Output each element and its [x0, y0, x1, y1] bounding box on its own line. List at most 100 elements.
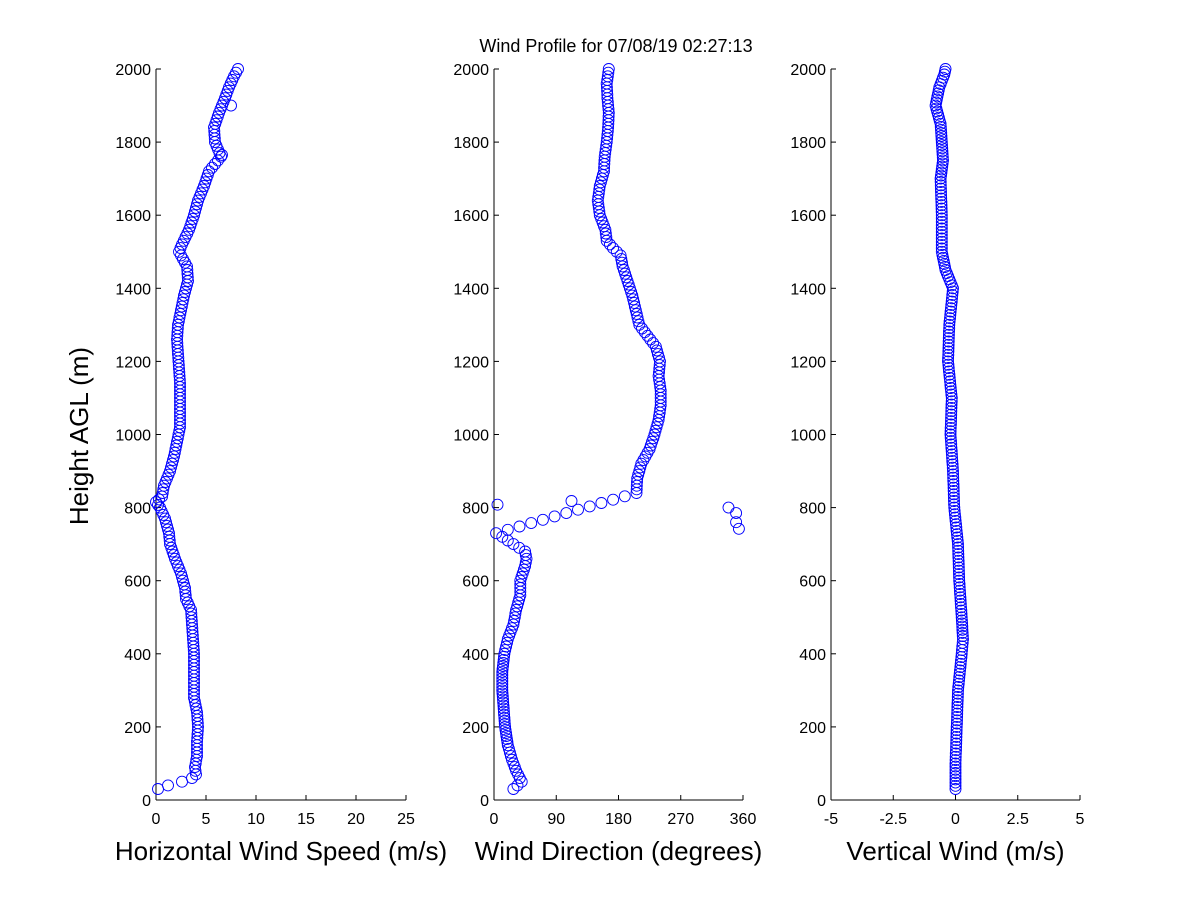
y-tick-label: 1600	[790, 208, 826, 225]
data-point	[948, 495, 960, 507]
x-tick-label: -2.5	[879, 811, 907, 828]
data-point	[181, 267, 194, 280]
y-tick-label: 200	[462, 720, 489, 737]
data-point	[935, 215, 948, 228]
data-point	[649, 424, 662, 437]
data-point	[942, 362, 955, 374]
data-point	[946, 292, 958, 305]
data-point	[153, 493, 165, 506]
data-point	[950, 717, 963, 730]
y-tick-label: 2000	[115, 62, 151, 79]
data-point	[618, 490, 631, 503]
data-point	[949, 511, 962, 524]
data-point	[179, 286, 191, 298]
y-tick-label: 800	[124, 501, 151, 518]
data-point	[947, 485, 960, 497]
y-tick-label: 1400	[790, 281, 826, 298]
data-point	[952, 558, 965, 571]
data-point	[525, 517, 538, 530]
data-point	[951, 691, 964, 703]
data-point	[949, 779, 962, 792]
chart-title: Wind Profile for 07/08/19 02:27:13	[479, 36, 752, 56]
data-point	[732, 522, 745, 535]
data-point	[944, 382, 957, 394]
data-point	[164, 465, 176, 478]
data-point	[498, 711, 511, 724]
data-point	[186, 772, 198, 785]
data-point	[947, 491, 960, 504]
data-point	[934, 179, 947, 192]
data-point	[632, 315, 645, 328]
data-point	[953, 571, 966, 584]
data-point	[162, 523, 174, 536]
data-point	[935, 245, 948, 258]
data-point	[950, 524, 963, 537]
x-tick-label: 5	[1076, 811, 1085, 828]
data-point	[615, 253, 628, 266]
data-point	[948, 498, 961, 511]
x-tick-label: 0	[951, 811, 960, 828]
data-point	[945, 298, 958, 311]
data-point	[513, 593, 526, 605]
y-tick-label: 0	[817, 793, 826, 810]
data-point	[953, 581, 966, 594]
data-point	[942, 332, 955, 345]
y-tick-label: 400	[462, 647, 489, 664]
data-point	[937, 154, 949, 167]
data-point	[500, 640, 513, 653]
data-point	[944, 421, 957, 434]
data-point	[190, 201, 202, 214]
data-point	[944, 375, 957, 388]
data-point	[595, 497, 608, 509]
data-point	[232, 63, 244, 75]
y-tick-label: 1800	[453, 135, 489, 152]
data-point	[935, 232, 948, 245]
data-point	[935, 123, 947, 136]
data-point	[496, 687, 509, 700]
y-tick-label: 800	[462, 501, 489, 518]
data-point	[944, 312, 956, 325]
data-point	[944, 425, 957, 438]
data-point	[497, 653, 510, 666]
y-tick-label: 1000	[115, 428, 151, 445]
data-point	[934, 176, 947, 188]
data-point	[952, 684, 964, 697]
data-point	[951, 704, 964, 717]
data-point	[950, 518, 962, 531]
data-point	[954, 594, 967, 607]
data-point	[497, 693, 509, 706]
data-point	[508, 611, 521, 624]
y-tick-label: 1200	[115, 354, 151, 371]
data-point	[951, 710, 964, 723]
data-point	[593, 183, 606, 196]
data-point	[497, 696, 510, 709]
data-point	[953, 671, 966, 684]
data-point	[948, 501, 961, 514]
data-point	[949, 783, 962, 795]
data-point	[504, 750, 517, 763]
data-point	[946, 285, 959, 298]
data-point	[944, 428, 957, 441]
data-point	[188, 209, 200, 222]
data-point	[946, 461, 959, 474]
data-point	[954, 588, 967, 600]
data-point	[498, 708, 511, 721]
y-tick-label: 1600	[453, 208, 489, 225]
data-point	[935, 185, 947, 198]
x-axis-label: Horizontal Wind Speed (m/s)	[115, 836, 447, 866]
data-point	[607, 493, 620, 506]
data-point	[952, 544, 965, 557]
y-tick-label: 600	[124, 574, 151, 591]
data-point	[176, 775, 188, 788]
y-tick-label: 1800	[115, 135, 151, 152]
data-point	[950, 740, 963, 753]
data-point	[503, 746, 516, 759]
data-point	[953, 568, 965, 581]
data-point	[216, 148, 228, 161]
data-point	[572, 503, 584, 516]
data-point	[639, 450, 652, 463]
data-point	[945, 388, 958, 401]
data-point	[949, 773, 962, 786]
data-point	[730, 507, 743, 520]
data-point	[635, 457, 648, 470]
